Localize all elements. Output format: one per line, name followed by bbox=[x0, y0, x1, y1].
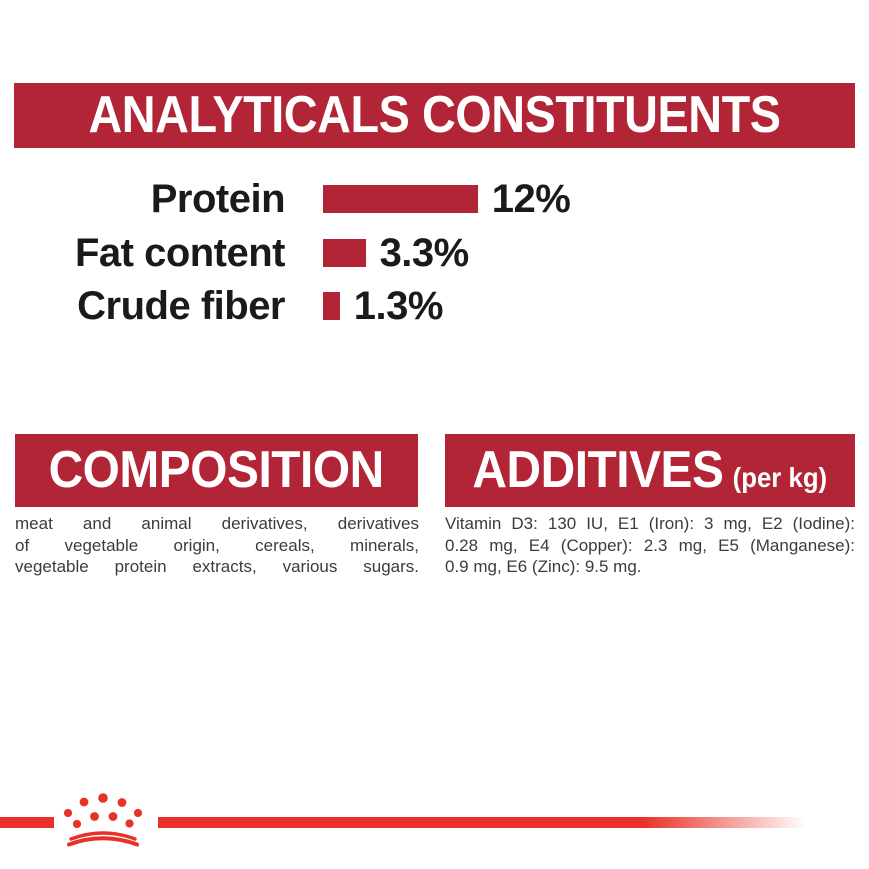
chart-row-label: Fat content bbox=[74, 230, 286, 275]
chart-row-fat-content: Fat content 3.3% bbox=[0, 226, 869, 280]
text-line: meat and animal derivatives, derivatives bbox=[15, 514, 419, 533]
composition-title: COMPOSITION bbox=[48, 441, 385, 499]
additives-banner: ADDITIVES (per kg) bbox=[445, 434, 855, 507]
chart-value: 1.3% bbox=[353, 283, 444, 328]
chart-bar bbox=[323, 185, 478, 213]
chart-bar bbox=[323, 239, 366, 267]
footer-stripe-right bbox=[158, 817, 813, 828]
chart-row-label: Protein bbox=[150, 176, 286, 221]
chart-row-label: Crude fiber bbox=[77, 283, 285, 328]
analytical-constituents-banner: ANALYTICALS CONSTITUENTS bbox=[14, 83, 855, 148]
composition-text: meat and animal derivatives, derivatives… bbox=[15, 513, 419, 578]
text-line: of vegetable origin, cereals, minerals, bbox=[15, 535, 419, 555]
chart-row-protein: Protein 12% bbox=[0, 172, 869, 226]
royal-canin-crown-icon bbox=[63, 793, 143, 847]
chart-value: 12% bbox=[491, 176, 571, 221]
additives-title: ADDITIVES bbox=[472, 441, 725, 499]
chart-value: 3.3% bbox=[379, 230, 470, 275]
chart-row-crude-fiber: Crude fiber 1.3% bbox=[0, 279, 869, 333]
text-line: Vitamin D3: 130 IU, E1 (Iron): 3 mg, E2 … bbox=[445, 514, 855, 533]
additives-title-wrap: ADDITIVES (per kg) bbox=[473, 434, 828, 519]
chart-bar bbox=[323, 292, 340, 320]
analytical-constituents-title: ANALYTICALS CONSTITUENTS bbox=[88, 86, 781, 144]
text-line: 0.28 mg, E4 (Copper): 2.3 mg, E5 (Mangan… bbox=[445, 535, 855, 555]
text-line: 0.9 mg, E6 (Zinc): 9.5 mg. bbox=[445, 557, 642, 577]
composition-banner: COMPOSITION bbox=[15, 434, 418, 507]
additives-text: Vitamin D3: 130 IU, E1 (Iron): 3 mg, E2 … bbox=[445, 513, 855, 578]
additives-per-kg-label: (per kg) bbox=[732, 462, 828, 493]
text-line: vegetable protein extracts, various suga… bbox=[15, 557, 419, 577]
composition-title-wrap: COMPOSITION bbox=[48, 434, 385, 519]
footer-stripe-left bbox=[0, 817, 54, 828]
